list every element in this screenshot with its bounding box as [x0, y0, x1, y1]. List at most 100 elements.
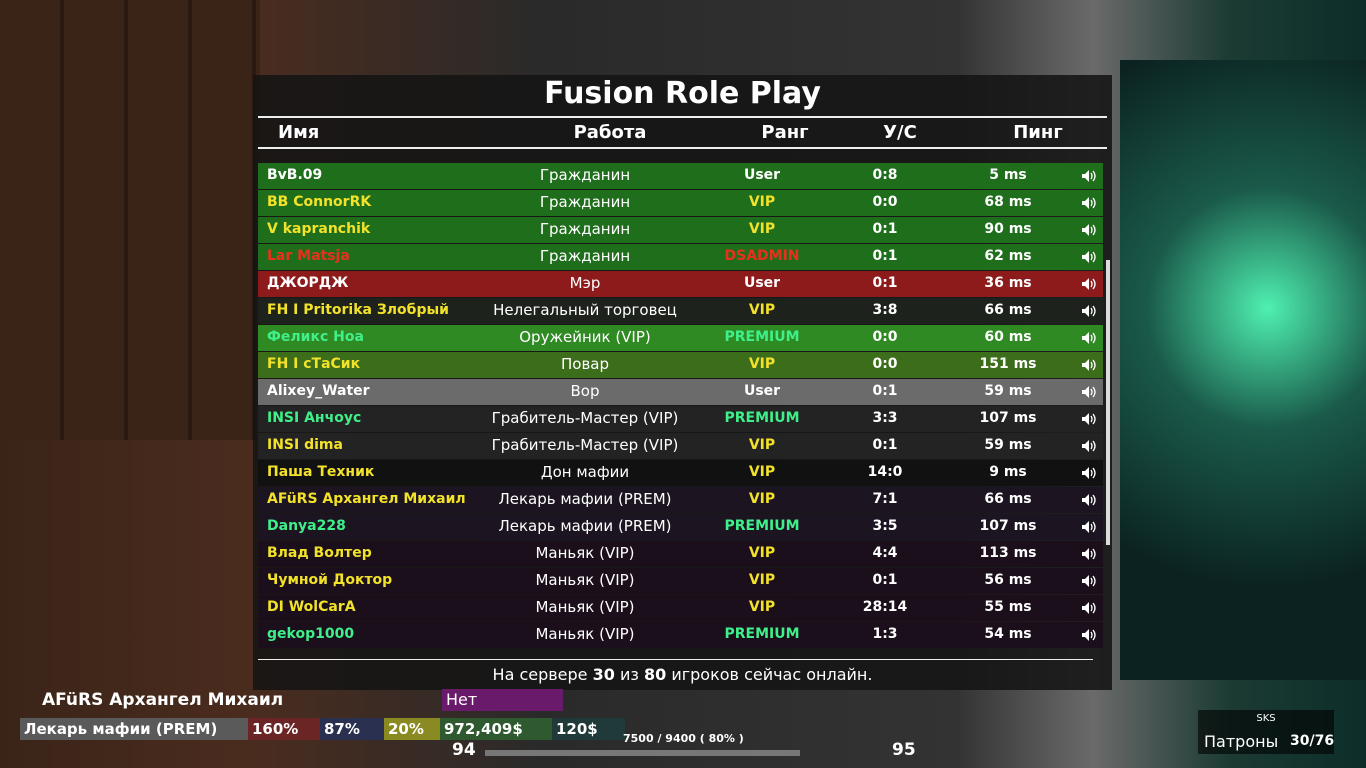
player-ping: 68 ms [984, 194, 1032, 210]
player-ping: 5 ms [989, 167, 1027, 183]
player-job: Маньяк (VIP) [535, 544, 635, 562]
mute-button[interactable] [1081, 277, 1097, 295]
player-ping: 9 ms [989, 464, 1027, 480]
text: игроков сейчас онлайн. [671, 665, 873, 684]
mute-button[interactable] [1081, 331, 1097, 349]
player-score: 0:0 [872, 356, 898, 372]
player-row: AFüRS Архангел Михаил Лекарь мафии (PREM)… [258, 487, 1103, 513]
hud-health: 160% [248, 718, 320, 740]
player-ping: 55 ms [984, 599, 1032, 615]
hud-armor: 87% [320, 718, 384, 740]
speaker-icon [1082, 494, 1096, 506]
xp-bar [485, 750, 800, 756]
player-job: Грабитель-Мастер (VIP) [491, 409, 679, 427]
online-footer: На сервере 30 из 80 игроков сейчас онлай… [253, 665, 1112, 684]
mute-button[interactable] [1081, 196, 1097, 214]
player-row: ДЖОРДЖ Мэр User 0:1 36 ms [258, 271, 1103, 297]
player-score: 3:3 [872, 410, 898, 426]
player-row: Alixey_Water Вор User 0:1 59 ms [258, 379, 1103, 405]
player-row: Феликс Ноа Оружейник (VIP) PREMIUM 0:0 60 ms [258, 325, 1103, 351]
player-name: Alixey_Water [267, 383, 370, 399]
player-row: INSI Анчоус Грабитель-Мастер (VIP) PREMIUM… [258, 406, 1103, 432]
player-score: 0:1 [872, 383, 898, 399]
column-header: Имя Работа Ранг У/С Пинг [258, 120, 1103, 146]
ammo-box [1198, 730, 1334, 754]
speaker-icon [1082, 251, 1096, 263]
player-score: 28:14 [862, 599, 908, 615]
mute-button[interactable] [1081, 169, 1097, 187]
mute-button[interactable] [1081, 250, 1097, 268]
mute-button[interactable] [1081, 358, 1097, 376]
text: из [619, 665, 639, 684]
player-rank: VIP [748, 464, 776, 480]
player-name: Lar Matsja [267, 248, 350, 264]
speaker-icon [1082, 440, 1096, 452]
player-job: Гражданин [539, 166, 631, 184]
player-rank: PREMIUM [724, 518, 800, 534]
mute-button[interactable] [1081, 304, 1097, 322]
hud-left-value: 94 [452, 740, 476, 760]
player-score: 3:5 [872, 518, 898, 534]
player-score: 14:0 [867, 464, 903, 480]
player-job: Дон мафии [540, 463, 630, 481]
player-row: V kapranchik Гражданин VIP 0:1 90 ms [258, 217, 1103, 243]
player-row: Влад Волтер Маньяк (VIP) VIP 4:4 113 ms [258, 541, 1103, 567]
hud-hunger: 20% [384, 718, 440, 740]
online-count: 30 [592, 665, 615, 684]
player-ping: 151 ms [979, 356, 1037, 372]
player-job: Лекарь мафии (PREM) [498, 517, 672, 535]
player-job: Грабитель-Мастер (VIP) [491, 436, 679, 454]
mute-button[interactable] [1081, 601, 1097, 619]
divider [258, 659, 1093, 660]
speaker-icon [1082, 305, 1096, 317]
player-name: DI WolCarA [267, 599, 356, 615]
mute-button[interactable] [1081, 223, 1097, 241]
player-ping: 66 ms [984, 491, 1032, 507]
mute-button[interactable] [1081, 520, 1097, 538]
hud-timer: 120$ [552, 718, 625, 740]
player-name: INSI Анчоус [267, 410, 362, 426]
player-row: FH I сТаСик Повар VIP 0:0 151 ms [258, 352, 1103, 378]
player-row: Danya228 Лекарь мафии (PREM) PREMIUM 3:5 107… [258, 514, 1103, 540]
col-ping: Пинг [1013, 122, 1063, 143]
mute-button[interactable] [1081, 628, 1097, 646]
speaker-icon [1082, 629, 1096, 641]
mute-button[interactable] [1081, 385, 1097, 403]
speaker-icon [1082, 575, 1096, 587]
max-count: 80 [643, 665, 667, 684]
ammo: 30/76 [1290, 733, 1335, 749]
hud-player: AFüRS Архангел Михаил [42, 690, 284, 710]
player-ping: 107 ms [979, 518, 1037, 534]
mute-button[interactable] [1081, 439, 1097, 457]
mute-button[interactable] [1081, 493, 1097, 511]
mute-button[interactable] [1081, 547, 1097, 565]
player-row: Lar Matsja Гражданин DSADMIN 0:1 62 ms [258, 244, 1103, 270]
player-row: gekop1000 Маньяк (VIP) PREMIUM 1:3 54 ms [258, 622, 1103, 648]
player-rank: PREMIUM [724, 410, 800, 426]
player-row: Чумной Доктор Маньяк (VIP) VIP 0:1 56 ms [258, 568, 1103, 594]
speaker-icon [1082, 467, 1096, 479]
scrollbar[interactable] [1106, 260, 1110, 545]
speaker-icon [1082, 332, 1096, 344]
player-rank: User [743, 167, 781, 183]
player-name: Danya228 [267, 518, 346, 534]
speaker-icon [1082, 224, 1096, 236]
hud-right-value: 95 [892, 740, 916, 760]
player-job: Лекарь мафии (PREM) [498, 490, 672, 508]
col-job: Работа [573, 122, 647, 143]
col-rank: Ранг [761, 122, 809, 143]
player-job: Оружейник (VIP) [519, 328, 651, 346]
player-ping: 56 ms [984, 572, 1032, 588]
screen-glow [1120, 60, 1366, 680]
mute-button[interactable] [1081, 412, 1097, 430]
speaker-icon [1082, 602, 1096, 614]
player-job: Повар [560, 355, 610, 373]
mute-button[interactable] [1081, 466, 1097, 484]
player-rank: VIP [748, 194, 776, 210]
player-score: 0:1 [872, 437, 898, 453]
mute-button[interactable] [1081, 574, 1097, 592]
player-ping: 107 ms [979, 410, 1037, 426]
player-name: Чумной Доктор [267, 572, 393, 588]
player-job: Вор [570, 382, 600, 400]
player-job: Маньяк (VIP) [535, 625, 635, 643]
